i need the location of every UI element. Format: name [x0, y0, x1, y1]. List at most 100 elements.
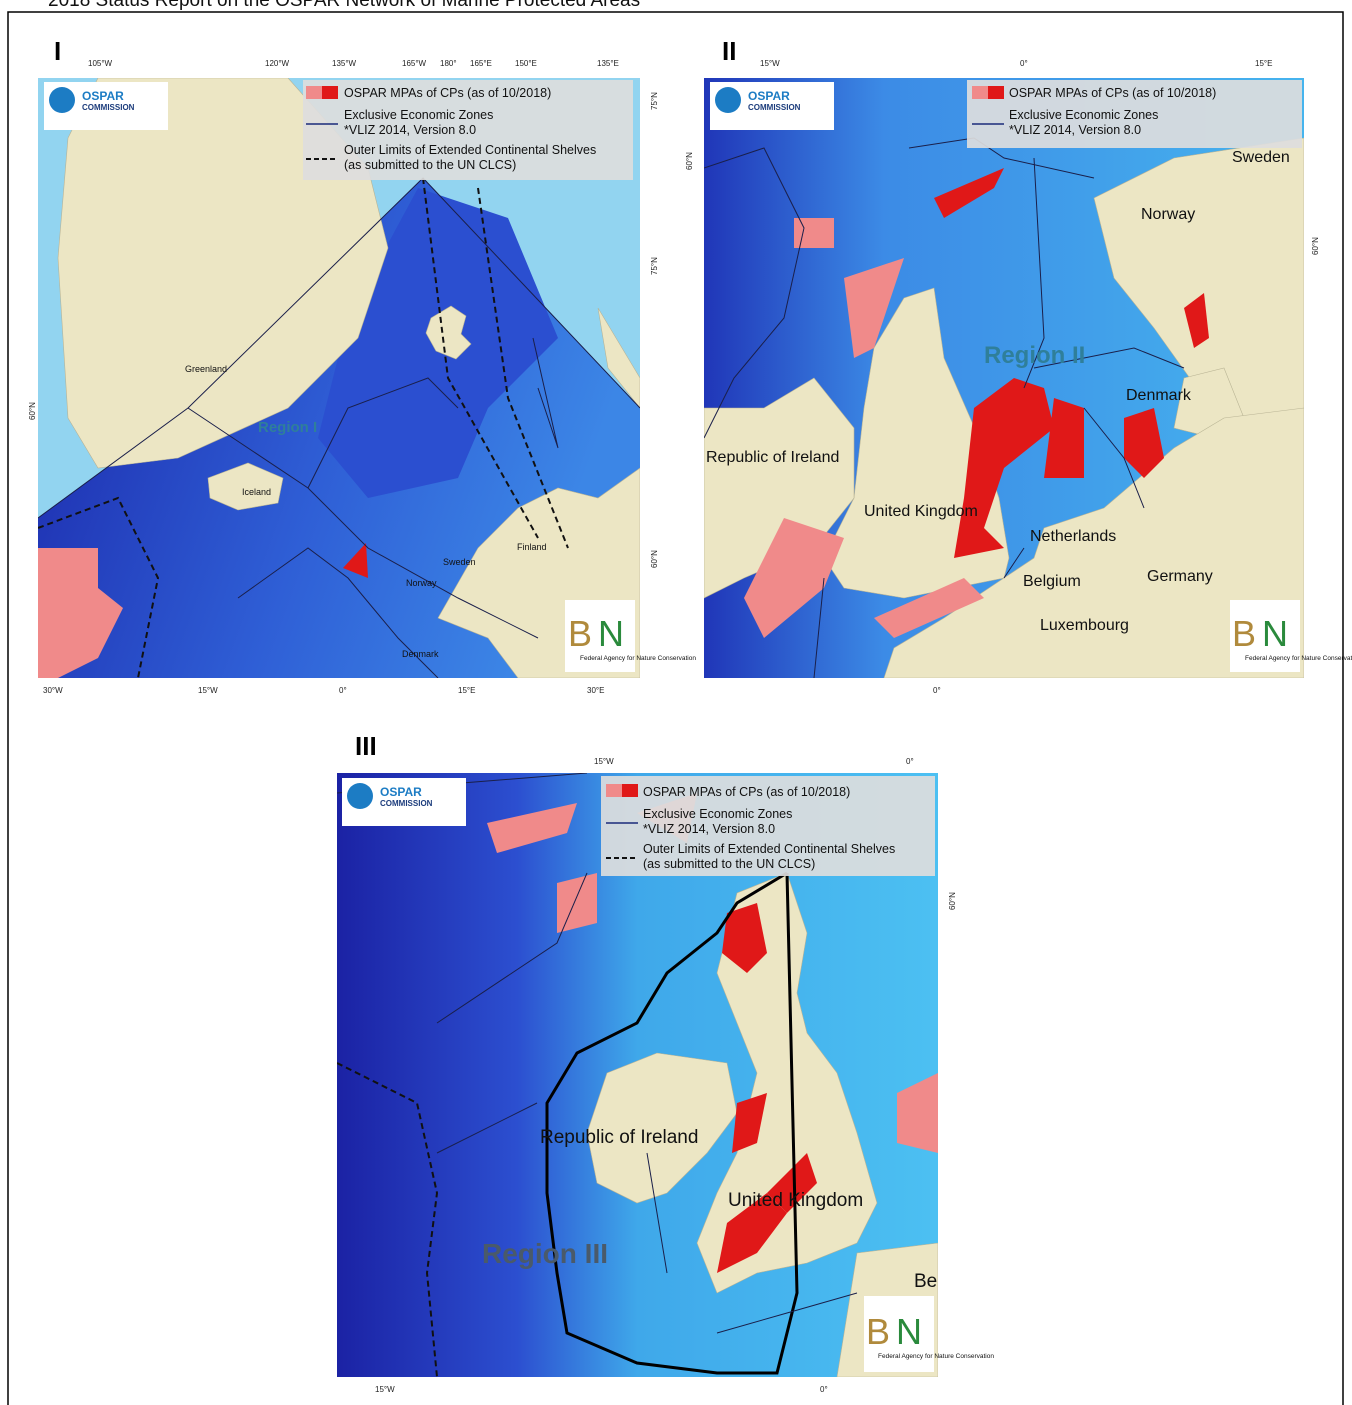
- coord: 15°E: [458, 686, 475, 695]
- coord: 60°N: [650, 550, 659, 568]
- legend-eez: Exclusive Economic Zones: [1009, 108, 1158, 122]
- coord: 0°: [339, 686, 347, 695]
- coord: 0°: [933, 686, 941, 695]
- coord: 60°N: [1311, 237, 1320, 255]
- coord: 15°E: [1255, 59, 1272, 68]
- legend-ecs-note: (as submitted to the UN CLCS): [344, 158, 516, 172]
- legend-eez: Exclusive Economic Zones: [344, 108, 493, 122]
- bfn-logo: B N Federal Agency for Nature Conservati…: [864, 1296, 994, 1372]
- ospar-logo: OSPAR COMMISSION: [342, 778, 466, 826]
- place: Norway: [1141, 206, 1195, 223]
- logo-agency: Federal Agency for Nature Conservation: [580, 655, 696, 662]
- logo-n: N: [598, 613, 624, 654]
- legend-eez-source: *VLIZ 2014, Version 8.0: [1009, 123, 1141, 137]
- panel-label: I: [54, 36, 61, 66]
- panel-label: II: [722, 36, 736, 66]
- map-shape: [704, 78, 1304, 678]
- logo-agency: Federal Agency for Nature Conservation: [1245, 655, 1352, 662]
- place: Republic of Ireland: [706, 449, 839, 466]
- map-shape: [988, 86, 1004, 99]
- logo-b: B: [1232, 613, 1256, 654]
- region-label: Region II: [984, 342, 1085, 369]
- region-label: Region I: [258, 419, 317, 436]
- coord: 180°: [440, 59, 457, 68]
- legend-eez-source: *VLIZ 2014, Version 8.0: [643, 822, 775, 836]
- legend-mpa: OSPAR MPAs of CPs (as of 10/2018): [1009, 86, 1216, 100]
- coord: 30°E: [587, 686, 604, 695]
- place: Iceland: [242, 487, 271, 497]
- coord: 135°W: [332, 59, 357, 68]
- place: Luxembourg: [1040, 617, 1129, 634]
- place: United Kingdom: [864, 503, 978, 520]
- logo-commission: COMMISSION: [82, 103, 135, 112]
- place: Denmark: [1126, 387, 1192, 404]
- logo-commission: COMMISSION: [748, 103, 801, 112]
- map-shape: [49, 87, 75, 113]
- logo-ospar: OSPAR: [748, 89, 790, 103]
- legend-ecs: Outer Limits of Extended Continental She…: [344, 143, 596, 157]
- place: Norway: [406, 578, 437, 588]
- coord: 60°N: [28, 402, 37, 420]
- coord: 0°: [1020, 59, 1028, 68]
- logo-b: B: [568, 613, 592, 654]
- coord: 150°E: [515, 59, 537, 68]
- map-panel-2: [704, 78, 1304, 678]
- figure: 2018 Status Report on the OSPAR Network …: [0, 0, 1352, 1405]
- coord: 75°N: [650, 257, 659, 275]
- place: Belgium: [1023, 573, 1081, 590]
- place: Sweden: [1232, 149, 1290, 166]
- place: Germany: [1147, 568, 1213, 585]
- ospar-logo: OSPAR COMMISSION: [44, 82, 168, 130]
- place: Republic of Ireland: [540, 1127, 698, 1148]
- place: Sweden: [443, 557, 476, 567]
- coord: 120°W: [265, 59, 290, 68]
- logo-b: B: [866, 1311, 890, 1352]
- logo-n: N: [1262, 613, 1288, 654]
- logo-ospar: OSPAR: [82, 89, 124, 103]
- place: Greenland: [185, 364, 227, 374]
- map-shape: [557, 873, 597, 933]
- coord: 165°W: [402, 59, 427, 68]
- legend-mpa: OSPAR MPAs of CPs (as of 10/2018): [643, 785, 850, 799]
- coord: 15°W: [760, 59, 780, 68]
- coord: 165°E: [470, 59, 492, 68]
- region-label: Region III: [482, 1238, 608, 1269]
- coord: 75°N: [650, 92, 659, 110]
- panel-label: III: [355, 731, 377, 761]
- coord: 105°W: [88, 59, 113, 68]
- map-shape: [622, 784, 638, 797]
- legend-ecs-note: (as submitted to the UN CLCS): [643, 857, 815, 871]
- place: Be: [914, 1271, 937, 1292]
- logo-ospar: OSPAR: [380, 785, 422, 799]
- map-shape: [794, 218, 834, 248]
- header-title: 2018 Status Report on the OSPAR Network …: [48, 0, 640, 11]
- map-shape: [715, 87, 741, 113]
- place: United Kingdom: [728, 1190, 863, 1211]
- coord: 15°W: [198, 686, 218, 695]
- ospar-logo: OSPAR COMMISSION: [710, 82, 834, 130]
- bfn-logo: B N Federal Agency for Nature Conservati…: [1230, 600, 1352, 672]
- legend-ecs: Outer Limits of Extended Continental She…: [643, 842, 895, 856]
- legend-eez: Exclusive Economic Zones: [643, 807, 792, 821]
- page: 2018 Status Report on the OSPAR Network …: [0, 0, 1352, 1405]
- coord: 135°E: [597, 59, 619, 68]
- legend-eez-source: *VLIZ 2014, Version 8.0: [344, 123, 476, 137]
- coord: 0°: [820, 1385, 828, 1394]
- coord: 60°N: [948, 892, 957, 910]
- logo-agency: Federal Agency for Nature Conservation: [878, 1353, 994, 1360]
- coord: 60°N: [685, 152, 694, 170]
- bfn-logo: B N Federal Agency for Nature Conservati…: [565, 600, 696, 672]
- place: Finland: [517, 542, 547, 552]
- coord: 15°W: [375, 1385, 395, 1394]
- place: Netherlands: [1030, 528, 1116, 545]
- legend-mpa: OSPAR MPAs of CPs (as of 10/2018): [344, 86, 551, 100]
- place: Denmark: [402, 649, 439, 659]
- logo-n: N: [896, 1311, 922, 1352]
- coord: 15°W: [594, 757, 614, 766]
- map-panel-1: [38, 78, 640, 678]
- coord: 0°: [906, 757, 914, 766]
- logo-commission: COMMISSION: [380, 799, 433, 808]
- map-shape: [347, 783, 373, 809]
- map-shape: [322, 86, 338, 99]
- map-panel-3: [337, 773, 938, 1377]
